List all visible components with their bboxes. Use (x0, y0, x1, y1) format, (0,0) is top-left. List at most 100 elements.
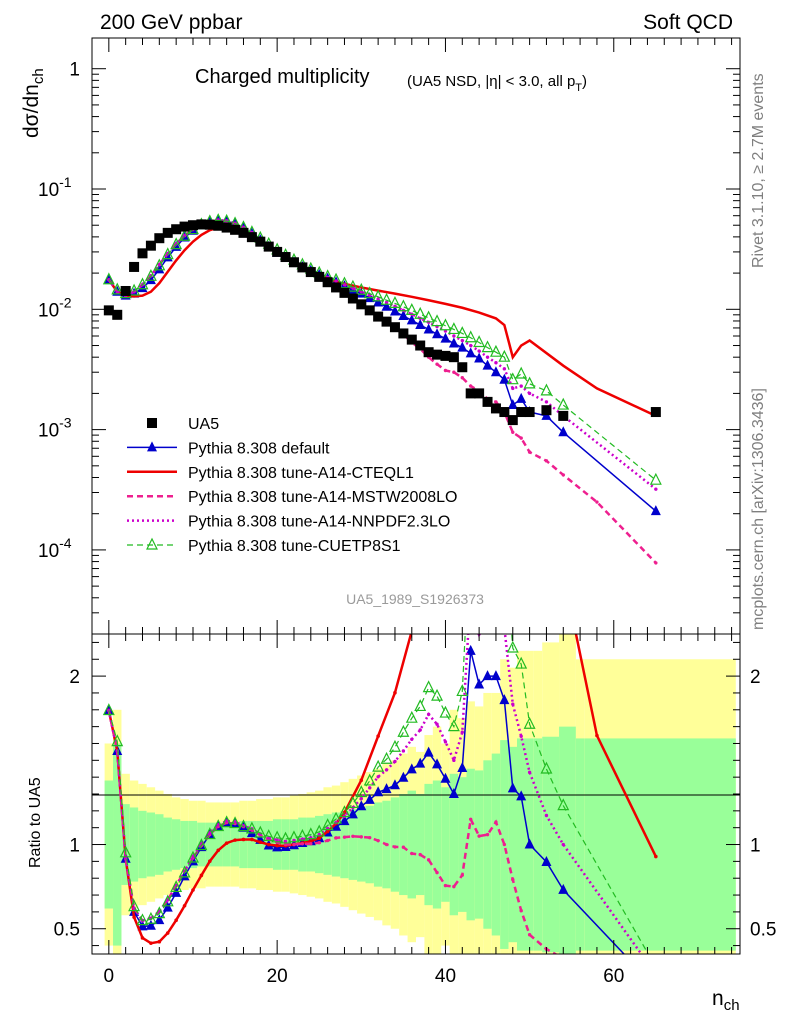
data-point (474, 388, 485, 399)
data-point (221, 222, 232, 233)
ratio-point (224, 841, 229, 845)
data-point (322, 277, 333, 288)
data-point (423, 347, 434, 358)
data-point (557, 798, 570, 811)
data-point (334, 836, 338, 840)
ratio-point (132, 915, 136, 919)
y-tick-label: 2 (69, 667, 80, 688)
data-point (415, 340, 426, 351)
data-point (474, 678, 485, 689)
uncertainty-band-inner (458, 777, 467, 912)
data-point (410, 737, 414, 741)
uncertainty-band-inner (315, 815, 324, 874)
data-point (373, 296, 384, 307)
data-point (506, 372, 519, 385)
data-point (338, 276, 351, 289)
data-point (415, 319, 426, 330)
ratio-panel: 0 20 40 60 0.5 0.5 1 1 2 2 Ratio to UA5 nch (27, 121, 776, 1014)
data-point (283, 842, 288, 847)
data-point (398, 328, 409, 339)
data-point (364, 305, 375, 316)
data-point (144, 268, 157, 281)
uncertainty-band-inner (390, 797, 400, 892)
data-point (557, 397, 570, 410)
data-point (527, 450, 532, 454)
ratio-point (208, 859, 212, 864)
data-point (393, 845, 397, 849)
data-point (489, 344, 502, 357)
ratio-point (241, 837, 246, 842)
data-point (347, 293, 358, 304)
data-point (507, 399, 518, 410)
data-point (654, 561, 658, 565)
data-point (465, 347, 476, 358)
data-point (355, 282, 368, 295)
data-point (464, 330, 477, 343)
uncertainty-band-inner (104, 780, 114, 909)
ratio-point (325, 829, 330, 834)
ratio-point (595, 733, 599, 738)
data-point (191, 854, 195, 859)
data-point (203, 827, 216, 840)
uncertainty-band-inner (171, 819, 181, 870)
data-point (469, 384, 473, 388)
data-point (558, 426, 569, 437)
uncertainty-band-inner (449, 773, 459, 916)
ratio-point (376, 734, 380, 738)
data-point (363, 286, 376, 299)
data-point (527, 770, 532, 775)
data-point (527, 391, 532, 396)
ratio-point (199, 873, 204, 878)
data-point (443, 740, 448, 744)
data-point (494, 820, 498, 824)
data-point (435, 722, 439, 726)
data-point (423, 746, 434, 757)
data-point (368, 786, 372, 790)
header-left-label: 200 GeV ppbar (100, 11, 242, 34)
ratio-point (503, 121, 507, 125)
data-point (112, 309, 123, 320)
data-point (469, 343, 473, 348)
uncertainty-band-inner (584, 738, 736, 951)
data-point (465, 644, 476, 655)
data-point (145, 919, 156, 930)
data-point (300, 842, 305, 846)
uncertainty-band-inner (508, 746, 517, 943)
data-point (255, 236, 266, 247)
data-point (216, 823, 220, 827)
y-tick-label-right: 1 (750, 836, 761, 857)
data-point (233, 820, 237, 824)
data-point (178, 228, 191, 241)
y-tick-label: 10-2 (38, 294, 72, 321)
data-point (136, 913, 149, 926)
data-point (494, 400, 498, 404)
ratio-point (191, 888, 195, 892)
ratio-point (359, 778, 364, 783)
data-point (119, 845, 132, 858)
data-point (651, 961, 661, 971)
data-point (507, 415, 518, 426)
ratio-point (528, 349, 532, 353)
uncertainty-band-inner (432, 780, 442, 909)
data-point (331, 820, 342, 831)
data-point (381, 783, 392, 794)
legend-label: UA5 (188, 416, 219, 433)
data-point (414, 699, 427, 712)
data-point (499, 373, 510, 384)
data-point (170, 237, 183, 250)
data-point (456, 326, 469, 339)
ratio-point (317, 836, 322, 840)
uncertainty-band-inner (188, 820, 198, 869)
data-point (440, 772, 451, 783)
ratio-point (393, 690, 397, 695)
data-point (325, 838, 330, 843)
data-point (541, 855, 552, 866)
data-point (519, 384, 523, 388)
data-point (153, 258, 166, 271)
uncertainty-band-inner (441, 787, 450, 902)
legend-label: Pythia 8.308 tune-CUETP8S1 (188, 538, 401, 555)
data-point (490, 670, 501, 681)
data-point (414, 306, 427, 319)
uncertainty-band-inner (163, 817, 172, 872)
data-point (439, 705, 452, 718)
